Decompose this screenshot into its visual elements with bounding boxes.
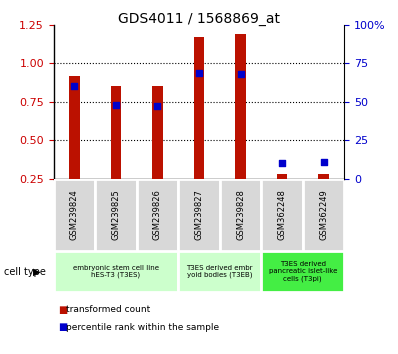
Text: GSM362248: GSM362248 bbox=[277, 190, 287, 240]
Bar bbox=[303, 179, 344, 251]
Bar bbox=[194, 37, 204, 179]
Point bbox=[71, 84, 78, 89]
Text: GSM239825: GSM239825 bbox=[111, 190, 121, 240]
Bar bbox=[69, 76, 80, 179]
Bar bbox=[137, 179, 178, 251]
Point bbox=[279, 161, 285, 166]
Bar bbox=[54, 251, 178, 292]
Bar bbox=[152, 86, 163, 179]
Bar bbox=[220, 179, 261, 251]
Bar bbox=[277, 174, 287, 179]
Text: GSM362249: GSM362249 bbox=[319, 190, 328, 240]
Text: cell type: cell type bbox=[4, 267, 46, 277]
Bar bbox=[261, 251, 344, 292]
Point bbox=[196, 70, 202, 75]
Bar bbox=[178, 179, 220, 251]
Bar bbox=[178, 251, 261, 292]
Bar bbox=[235, 34, 246, 179]
Text: ■: ■ bbox=[58, 322, 67, 332]
Bar bbox=[111, 86, 121, 179]
Point bbox=[320, 159, 327, 165]
Text: ▶: ▶ bbox=[33, 267, 41, 277]
Text: embryonic stem cell line
hES-T3 (T3ES): embryonic stem cell line hES-T3 (T3ES) bbox=[73, 265, 159, 279]
Text: T3ES derived embr
yoid bodies (T3EB): T3ES derived embr yoid bodies (T3EB) bbox=[187, 265, 253, 279]
Text: ■: ■ bbox=[58, 305, 67, 315]
Bar bbox=[54, 179, 95, 251]
Point bbox=[113, 102, 119, 108]
Text: GSM239826: GSM239826 bbox=[153, 190, 162, 240]
Text: GSM239824: GSM239824 bbox=[70, 190, 79, 240]
Text: GSM239828: GSM239828 bbox=[236, 190, 245, 240]
Text: GSM239827: GSM239827 bbox=[195, 190, 203, 240]
Text: T3ES derived
pancreatic islet-like
cells (T3pi): T3ES derived pancreatic islet-like cells… bbox=[269, 262, 337, 282]
Bar bbox=[95, 179, 137, 251]
Text: GDS4011 / 1568869_at: GDS4011 / 1568869_at bbox=[118, 12, 280, 27]
Text: percentile rank within the sample: percentile rank within the sample bbox=[66, 323, 219, 332]
Point bbox=[237, 71, 244, 77]
Bar bbox=[318, 174, 329, 179]
Point bbox=[154, 104, 161, 109]
Text: transformed count: transformed count bbox=[66, 305, 150, 314]
Bar bbox=[261, 179, 303, 251]
